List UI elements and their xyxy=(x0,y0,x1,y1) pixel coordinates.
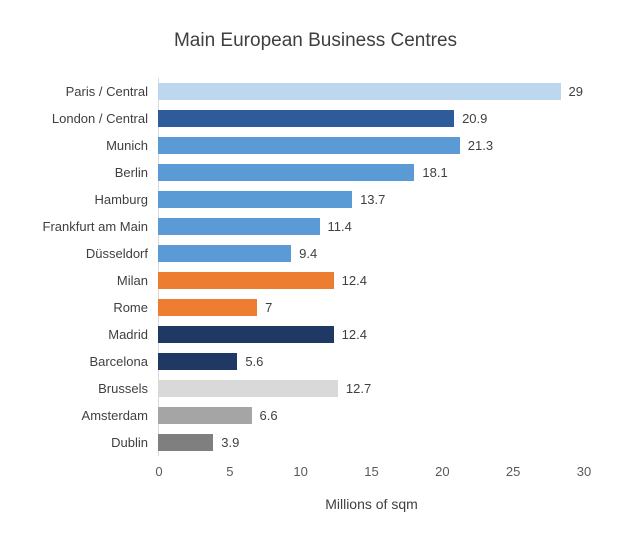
bar-track: 29 xyxy=(158,78,583,105)
value-label: 20.9 xyxy=(462,111,488,126)
x-tick-label: 25 xyxy=(505,464,521,479)
value-label: 12.4 xyxy=(341,327,367,342)
bar xyxy=(158,137,460,154)
bar-rows: Paris / Central 29 London / Central 20.9 Mun… xyxy=(0,78,631,456)
bar xyxy=(158,326,334,343)
bar-track: 21.3 xyxy=(158,132,583,159)
category-label: Dublin xyxy=(111,435,148,450)
x-axis: 0 5 10 15 20 25 30 xyxy=(155,464,591,482)
bar xyxy=(158,380,338,397)
value-label: 3.9 xyxy=(221,435,240,450)
bar xyxy=(158,245,292,262)
x-tick-label: 20 xyxy=(435,464,450,479)
bar xyxy=(158,164,415,181)
category-label: Paris / Central xyxy=(65,84,148,99)
category-label: Munich xyxy=(106,138,148,153)
y-axis-line xyxy=(158,78,159,456)
category-label: Frankfurt am Main xyxy=(42,219,148,234)
bar-track: 6.6 xyxy=(158,402,583,429)
value-label: 21.3 xyxy=(467,138,494,153)
bar-track: 12.4 xyxy=(158,267,583,294)
bar-track: 9.4 xyxy=(158,240,583,267)
category-label: Barcelona xyxy=(89,354,148,369)
category-label: Brussels xyxy=(98,381,148,396)
bar-row: London / Central 20.9 xyxy=(0,105,631,132)
value-label: 29 xyxy=(568,84,583,99)
value-label: 18.1 xyxy=(422,165,448,180)
category-label: Hamburg xyxy=(94,192,148,207)
bar-track: 7 xyxy=(158,294,583,321)
bar-track: 18.1 xyxy=(158,159,583,186)
x-tick-label: 0 xyxy=(155,464,163,479)
value-label: 11.4 xyxy=(327,219,352,234)
value-label: 5.6 xyxy=(245,354,264,369)
value-label: 6.6 xyxy=(259,408,278,423)
bar xyxy=(158,407,252,424)
value-label: 13.7 xyxy=(360,192,386,207)
bar-row: Düsseldorf 9.4 xyxy=(0,240,631,267)
value-label: 7 xyxy=(265,300,273,315)
bar-row: Madrid 12.4 xyxy=(0,321,631,348)
bar xyxy=(158,83,561,100)
bar-row: Amsterdam 6.6 xyxy=(0,402,631,429)
chart-title: Main European Business Centres xyxy=(173,30,458,51)
bar-row: Berlin 18.1 xyxy=(0,159,631,186)
bar xyxy=(158,110,455,127)
bar xyxy=(158,218,320,235)
category-label: Rome xyxy=(113,300,148,315)
bar-row: Frankfurt am Main 11.4 xyxy=(0,213,631,240)
bar xyxy=(158,272,334,289)
value-label: 12.4 xyxy=(341,273,367,288)
category-label: Amsterdam xyxy=(81,408,148,423)
bar-row: Barcelona 5.6 xyxy=(0,348,631,375)
bar-row: Brussels 12.7 xyxy=(0,375,631,402)
x-tick-label: 15 xyxy=(364,464,379,479)
x-tick-label: 5 xyxy=(226,464,234,479)
bar-track: 20.9 xyxy=(158,105,583,132)
bar xyxy=(158,434,214,451)
x-tick-label: 10 xyxy=(293,464,308,479)
bar xyxy=(158,353,238,370)
bar xyxy=(158,299,258,316)
bar-row: Milan 12.4 xyxy=(0,267,631,294)
category-label: Berlin xyxy=(114,165,148,180)
bar xyxy=(158,191,353,208)
bar-track: 11.4 xyxy=(158,213,583,240)
category-label: Düsseldorf xyxy=(85,246,148,261)
bar-track: 12.7 xyxy=(158,375,583,402)
bar-row: Dublin 3.9 xyxy=(0,429,631,456)
bar-row: Hamburg 13.7 xyxy=(0,186,631,213)
x-tick-label: 30 xyxy=(576,464,592,479)
value-label: 9.4 xyxy=(299,246,318,261)
bar-track: 13.7 xyxy=(158,186,583,213)
bar-track: 5.6 xyxy=(158,348,583,375)
plot-area: Paris / Central 29 London / Central 20.9 Mun… xyxy=(0,78,631,456)
category-label: Madrid xyxy=(108,327,148,342)
category-label: Milan xyxy=(116,273,148,288)
bar-row: Munich 21.3 xyxy=(0,132,631,159)
bar-row: Paris / Central 29 xyxy=(0,78,631,105)
bar-track: 3.9 xyxy=(158,429,583,456)
x-axis-title: Millions of sqm xyxy=(325,496,418,512)
bar-row: Rome 7 xyxy=(0,294,631,321)
value-label: 12.7 xyxy=(345,381,372,396)
bar-track: 12.4 xyxy=(158,321,583,348)
category-label: London / Central xyxy=(51,111,148,126)
